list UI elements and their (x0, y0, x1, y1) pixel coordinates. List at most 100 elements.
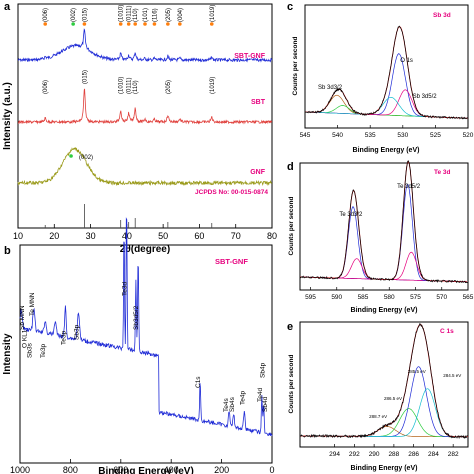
x-tick-label: 282 (448, 451, 459, 458)
panel-a-letter: a (4, 1, 11, 13)
peak-marker (178, 22, 182, 26)
fit-envelope (300, 324, 468, 438)
peak-marker (133, 22, 138, 26)
peak-label: (205) (166, 80, 172, 94)
sb3d-spectrum-line (304, 25, 469, 120)
fit-component (300, 184, 468, 283)
x-tick-label: 600 (113, 465, 128, 474)
x-tick-label: 800 (63, 465, 78, 474)
survey-peak-label: Te4d (257, 388, 264, 402)
panel-a-xticks: 10 20 30 40 50 60 70 80 (13, 224, 277, 241)
peak-label: (002) (71, 8, 77, 22)
x-tick-label: 575 (410, 294, 421, 301)
survey-peak-label: Sb4d (262, 396, 269, 412)
panel-d-frame (299, 162, 469, 291)
peak-label: (116) (152, 8, 158, 22)
fit-component (300, 408, 468, 438)
survey-peak-label: Sb3p (73, 324, 80, 340)
panel-c-letter: c (287, 1, 293, 13)
x-tick-label: 570 (436, 294, 447, 301)
peak-marker (152, 22, 157, 26)
peak-marker (143, 22, 147, 26)
peak-label: (101) (143, 8, 149, 22)
panel-c-ylabel: Counts per second (292, 37, 299, 96)
peak-label: (0111) (127, 78, 133, 94)
reference-label: JCPDS No: 00-015-0874 (195, 189, 268, 196)
legend-sbt-gnf: SBT-GNF (234, 53, 265, 60)
panel-e-title: C 1s (440, 328, 454, 335)
fit-component (300, 206, 468, 283)
x-tick-label: 60 (194, 231, 204, 241)
survey-peak-label: Sb3s (26, 342, 33, 358)
panel-b-letter: b (4, 245, 11, 257)
x-tick-label: 585 (358, 294, 369, 301)
c1s-component-label: 288.7 eV (369, 414, 387, 419)
x-tick-label: 0 (269, 465, 274, 474)
panel-a-reference-sticks (44, 204, 213, 228)
fit-component (305, 105, 469, 119)
panel-e-letter: e (287, 321, 293, 333)
c1s-component-label: 284.5 eV (443, 373, 461, 378)
peak-label: (006) (43, 8, 49, 22)
x-tick-label: 30 (86, 231, 96, 241)
peak-label-sb3d32: Sb 3d3/2 (318, 85, 343, 91)
panel-e-xticks: 294 292 290 288 286 284 282 (329, 444, 459, 458)
panel-d-xlabel: Binding Energy (eV) (351, 307, 418, 314)
x-tick-label: 1000 (10, 465, 30, 474)
peak-label-o1s: O 1s (400, 58, 413, 64)
x-tick-label: 520 (463, 132, 474, 139)
panel-c-xticks: 545 540 535 530 525 520 (300, 125, 474, 139)
series-gnf-line (17, 147, 273, 187)
panel-a-xlabel: 2θ(degree) (120, 244, 170, 255)
peak-label: (110) (133, 8, 139, 22)
x-tick-label: 580 (384, 294, 395, 301)
x-tick-label: 565 (463, 294, 474, 301)
peak-label: (1019) (210, 77, 216, 94)
panel-d-xticks: 595 590 585 580 575 570 565 (305, 287, 474, 301)
panel-d-fit-peaks (300, 160, 468, 283)
x-tick-label: 535 (365, 132, 376, 139)
x-tick-label: 290 (369, 451, 380, 458)
panel-d: d Counts per second Binding Energy (eV) … (287, 160, 474, 314)
peak-marker (166, 22, 170, 26)
peak-marker (69, 154, 73, 158)
peak-label-te3d52: Te 3d5/2 (397, 184, 421, 190)
panel-d-annotations: Te 3d3/2 Te 3d5/2 (339, 184, 420, 218)
panel-c-fit-peaks (305, 26, 469, 119)
peak-label: (1010) (119, 77, 125, 94)
x-tick-label: 525 (430, 132, 441, 139)
panel-d-letter: d (287, 161, 294, 173)
panel-d-ylabel: Counts per second (288, 197, 295, 256)
survey-peak-label: Sb4s (229, 396, 236, 412)
survey-peak-label: Sb4p (259, 362, 266, 378)
survey-peak-label: Te4s (223, 398, 230, 412)
survey-peak-label: Te4p (239, 391, 246, 405)
x-tick-label: 20 (49, 231, 59, 241)
x-tick-label: 294 (329, 451, 340, 458)
x-tick-label: 292 (349, 451, 360, 458)
panel-a-frame (17, 3, 273, 229)
x-tick-label: 50 (158, 231, 168, 241)
fit-envelope (300, 160, 468, 283)
peak-label: (1019) (210, 5, 216, 22)
survey-spectrum-line (19, 217, 273, 437)
c1s-component-label: 285.5 eV (408, 369, 426, 374)
panel-e-annotations: 288.7 eV 286.5 eV 285.5 eV 284.5 eV (369, 369, 461, 419)
peak-label: (110) (133, 80, 139, 94)
panel-c-frame (304, 4, 469, 129)
panel-e: e Counts per second Binding Energy (eV) … (287, 321, 469, 472)
survey-peak-label: Te MNN (29, 292, 36, 316)
x-tick-label: 595 (305, 294, 316, 301)
panel-b-ylabel: Intensity (2, 333, 13, 375)
c1s-spectrum-line (299, 323, 468, 440)
panel-b-xticks: 1000 800 600 400 200 0 (10, 459, 275, 474)
x-tick-label: 540 (332, 132, 343, 139)
peak-label: (006) (43, 80, 49, 94)
panel-b: b Intensity Binding Energy (eV) SBT-GNF … (2, 217, 275, 474)
panel-a-peak-labels: (006) (002) (015) (1010) (0111) (110) (101) (11… (43, 5, 216, 161)
x-tick-label: 545 (300, 132, 311, 139)
legend-gnf: GNF (250, 169, 266, 176)
survey-peak-label: Te3d (122, 282, 129, 296)
peak-label: (1010) (119, 5, 125, 22)
